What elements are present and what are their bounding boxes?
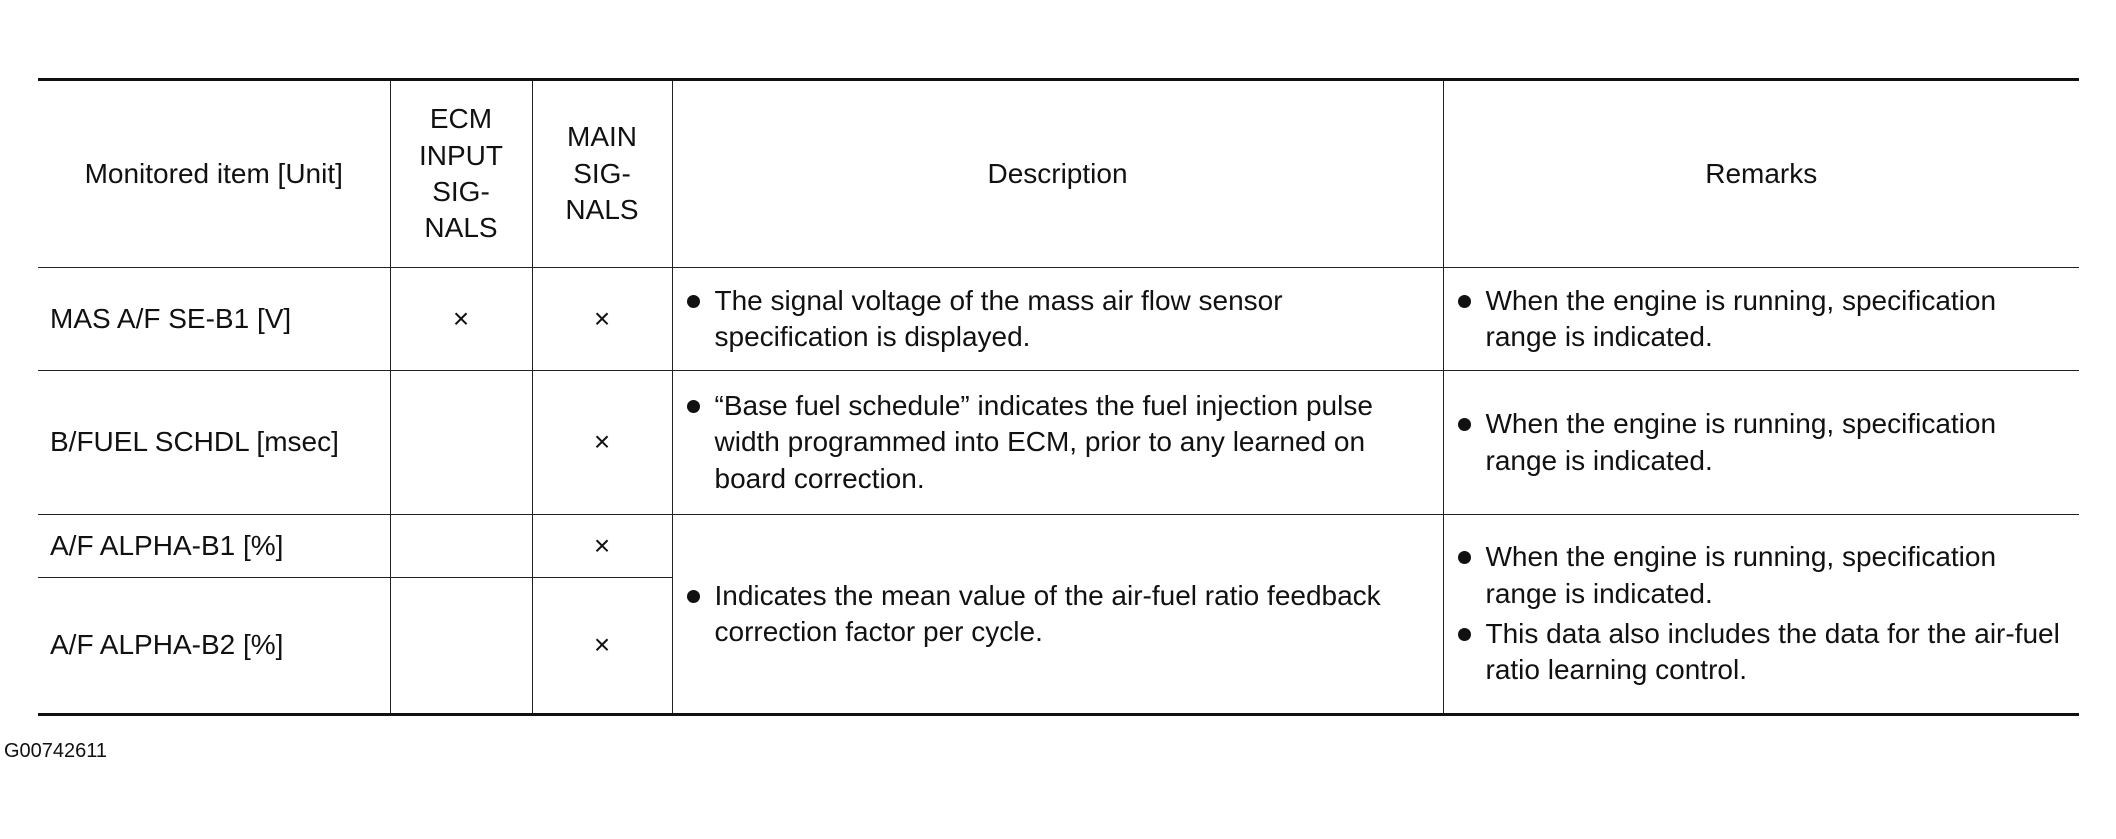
item-text: A/F ALPHA-B1 [%] [50,529,284,561]
item-cell: MAS A/F SE-B1 [V] [38,267,391,371]
table-row: B/FUEL SCHDL [msec] × “Base fuel schedule”… [38,370,2079,515]
column-header: Description [671,78,1444,268]
mark-cell: × [531,267,673,371]
header-line: INPUT [419,139,503,171]
bullet-item: When the engine is running, specifi­cati… [1456,406,2068,479]
table-row: MAS A/F SE-B1 [V] × × The signal voltage of… [38,267,2079,371]
cross-mark: × [452,302,470,334]
remarks-cell: When the engine is running, specifi­cati… [1442,267,2079,371]
header-line: SIG- [573,157,631,189]
item-cell: A/F ALPHA-B2 [%] [38,577,391,716]
column-header: Monitored item [Unit] [38,78,391,268]
header-line: Monitored item [Unit] [84,157,343,189]
bullet-list: When the engine is running, specifi­cati… [1456,406,2068,479]
bullet-item: When the engine is running, specifi­cati… [1456,539,2068,612]
data-table: Monitored item [Unit] ECM INPUT SIG- NALS MAI… [38,78,2079,716]
cross-mark: × [593,629,611,661]
header-line: SIG- [432,176,490,207]
header-line: Remarks [1705,157,1818,189]
mark-cell: × [531,577,672,716]
item-cell: B/FUEL SCHDL [msec] [38,370,391,515]
cross-mark: × [593,529,611,561]
column-header: ECM INPUT SIG- NALS [389,78,533,268]
item-text: A/F ALPHA-B2 [%] [50,629,284,661]
mark-cell: × [531,370,673,515]
column-header: Remarks [1442,78,2079,268]
figure-code: G00742611 [4,740,108,762]
mark-cell [389,577,533,716]
bullet-list: Indicates the mean value of the air-fuel… [685,578,1431,651]
table-row: A/F ALPHA-B2 [%] × [38,577,2079,716]
bullet-item: When the engine is running, specifi­cati… [1456,283,2068,356]
bullet-item: The signal voltage of the mass air flow … [685,283,1431,356]
item-cell: A/F ALPHA-B1 [%] [38,514,391,578]
bullet-list: When the engine is running, specifi­cati… [1456,539,2068,689]
mark-cell [389,514,533,578]
mark-cell: × [531,514,673,578]
header-line: NALS [565,194,639,226]
header-line: ECM [429,103,493,135]
cross-mark: × [593,302,611,334]
mark-cell [389,370,533,515]
remarks-cell: When the engine is running, specifi­cati… [1442,514,2079,716]
mark-cell: × [389,267,533,371]
description-cell: “Base fuel schedule” indicates the fuel … [671,370,1444,515]
description-cell: The signal voltage of the mass air flow … [671,267,1444,371]
bullet-item: “Base fuel schedule” indicates the fuel … [685,388,1431,497]
item-text: MAS A/F SE-B1 [V] [50,302,292,334]
header-line: Description [987,157,1128,189]
header-line: MAIN [567,121,637,153]
header-line: NALS [424,212,498,244]
bullet-list: “Base fuel schedule” indicates the fuel … [685,388,1431,497]
column-header: MAIN SIG- NALS [531,78,673,268]
item-text: B/FUEL SCHDL [msec] [50,426,339,458]
bullet-item: Indicates the mean value of the air-fuel… [685,578,1431,651]
remarks-cell: When the engine is running, specifi­cati… [1442,370,2079,515]
table-row: A/F ALPHA-B1 [%] × Indicates the mean valu… [38,514,2079,716]
bullet-list: When the engine is running, specifi­cati… [1456,283,2068,356]
description-cell: Indicates the mean value of the air-fuel… [671,514,1444,716]
cross-mark: × [593,426,611,458]
bullet-item: This data also includes the data for the… [1456,616,2068,689]
bullet-list: The signal voltage of the mass air flow … [685,283,1431,356]
